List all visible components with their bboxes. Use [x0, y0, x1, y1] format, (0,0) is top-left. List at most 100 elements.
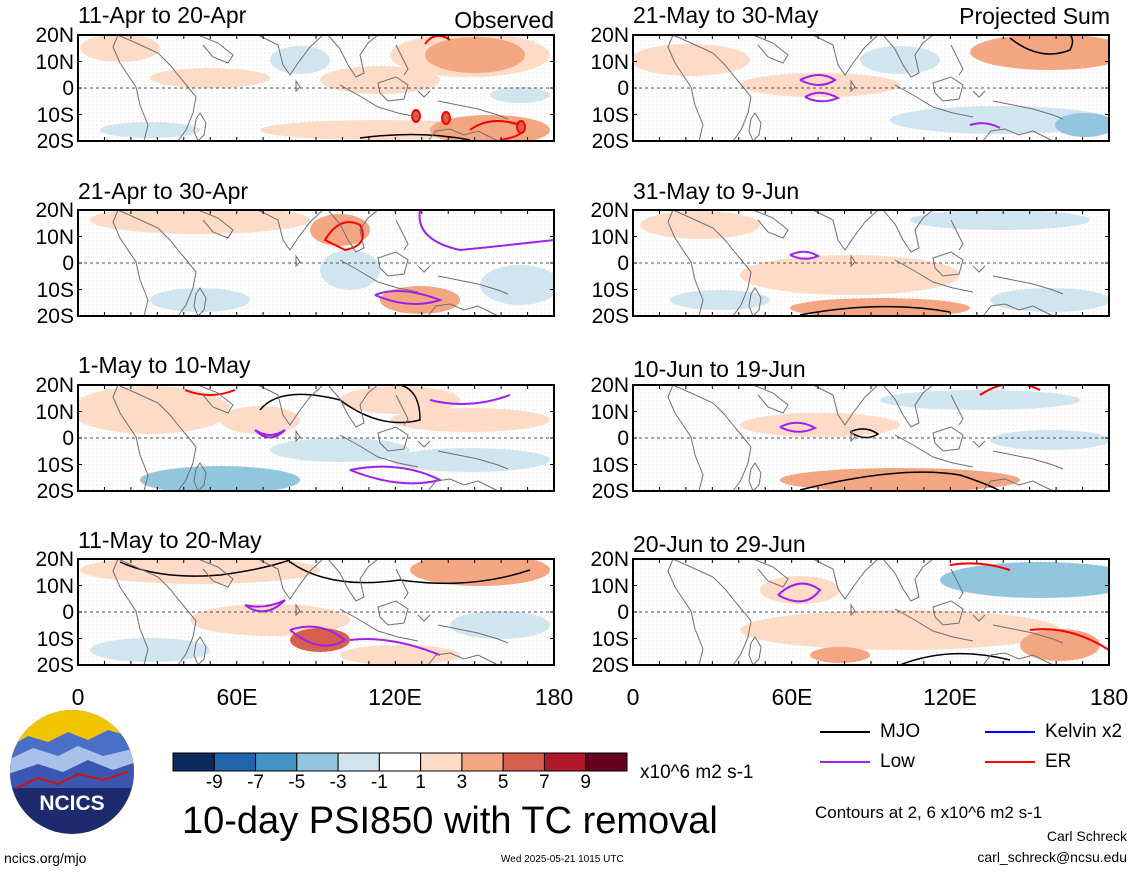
- coastline: [427, 652, 499, 666]
- map-panel-4-content: [78, 559, 554, 665]
- coastline: [752, 384, 789, 414]
- map-panel-2-content: [78, 210, 554, 316]
- coastline: [982, 478, 1054, 492]
- contour-note: Contours at 2, 6 x10^6 m2 s-1: [815, 803, 1043, 822]
- colorbar-tick-label: -7: [247, 772, 264, 793]
- legend-label: ER: [1045, 751, 1072, 772]
- lat-label: 10S: [36, 627, 74, 651]
- panel-tag: Projected Sum: [959, 3, 1110, 29]
- colorbar-swatch: [378, 752, 422, 772]
- lon-label: 0: [71, 684, 85, 710]
- colorbar-tick-label: 9: [580, 772, 591, 793]
- coastline: [417, 90, 509, 120]
- colorbar-tick-label: -9: [205, 772, 223, 793]
- coastline: [894, 434, 974, 468]
- coastline: [377, 76, 409, 102]
- lat-label: 10N: [35, 400, 74, 424]
- panel-title: 21-May to 30-May: [633, 2, 819, 28]
- colorbar-swatch: [337, 752, 380, 772]
- lat-label: 20S: [591, 130, 629, 153]
- coastline: [982, 303, 1054, 317]
- coastline: [395, 44, 409, 76]
- colorbar-swatch: [213, 752, 257, 772]
- coastline: [850, 79, 856, 93]
- coastline: [932, 251, 964, 277]
- colorbar-swatch: [420, 752, 463, 772]
- colorbar-swatch: [461, 752, 504, 772]
- map-panel-1-content: [78, 35, 554, 141]
- lat-label: 20S: [36, 480, 74, 503]
- lat-label: 20N: [35, 374, 74, 397]
- lat-label: 0: [62, 252, 74, 275]
- lat-label: 20N: [590, 24, 629, 47]
- lat-label: 0: [62, 427, 74, 450]
- coastline: [257, 34, 324, 76]
- coastline: [257, 384, 324, 426]
- panel-title: 11-Apr to 20-Apr: [78, 2, 247, 28]
- coastline: [295, 603, 301, 617]
- coastline: [377, 426, 409, 452]
- coastline: [850, 254, 856, 268]
- email: carl_schreck@ncsu.edu: [977, 849, 1127, 865]
- lat-label: 0: [617, 601, 629, 624]
- colorbar-swatch: [255, 752, 298, 772]
- coastline: [894, 608, 974, 642]
- main-title: 10-day PSI850 with TC removal: [182, 800, 718, 842]
- colorbar-swatch: [543, 752, 587, 772]
- coastline-group: [633, 34, 1064, 142]
- coastline: [812, 209, 879, 251]
- coastline: [257, 209, 324, 251]
- coastline: [339, 84, 419, 118]
- colorbar-swatch: [172, 752, 215, 772]
- lat-label: 10N: [35, 574, 74, 598]
- colorbar-tick-label: -3: [329, 772, 347, 793]
- lon-label: 60E: [216, 684, 258, 710]
- lat-label: 20N: [590, 374, 629, 397]
- coastline: [972, 265, 1064, 295]
- coastline: [427, 478, 499, 492]
- lat-label: 10N: [590, 225, 629, 249]
- coastline: [882, 34, 934, 78]
- coastline: [339, 608, 419, 642]
- coastline: [339, 434, 419, 468]
- coastline: [850, 429, 856, 443]
- coastline: [112, 558, 149, 666]
- lat-label: 0: [62, 601, 74, 624]
- coastline: [932, 600, 964, 626]
- coastline: [972, 614, 1064, 644]
- lat-label: 10S: [591, 453, 629, 477]
- lat-label: 10N: [590, 50, 629, 74]
- coastline-group: [633, 209, 1064, 317]
- legend-label: Kelvin x2: [1045, 721, 1123, 742]
- lat-label: 10S: [591, 278, 629, 302]
- coastline: [972, 440, 1064, 470]
- coastline: [417, 614, 509, 644]
- coastline: [667, 209, 704, 317]
- colorbar: [172, 752, 628, 772]
- coastline: [112, 34, 149, 142]
- lat-label: 20S: [36, 130, 74, 153]
- logo-text: NCICS: [39, 792, 104, 815]
- coastline: [932, 76, 964, 102]
- coastline: [633, 209, 752, 317]
- lat-label: 20S: [36, 654, 74, 677]
- coastline: [327, 384, 379, 428]
- coastline: [950, 568, 964, 600]
- coastline: [295, 429, 301, 443]
- coastline: [950, 44, 964, 76]
- colorbar-tick-label: 5: [497, 772, 509, 793]
- panel-title: 10-Jun to 19-Jun: [633, 356, 806, 382]
- panel-title: 31-May to 9-Jun: [633, 178, 800, 204]
- coastline: [327, 558, 379, 602]
- colorbar-units: x10^6 m2 s-1: [640, 762, 754, 783]
- lat-label: 10S: [36, 453, 74, 477]
- coastline: [982, 652, 1054, 666]
- lon-label: 0: [626, 684, 640, 710]
- coastline: [882, 209, 934, 253]
- panel-frames: [77, 34, 1110, 666]
- coastline: [417, 440, 509, 470]
- coastline: [667, 558, 704, 666]
- coastline: [633, 34, 752, 142]
- coastline: [894, 84, 974, 118]
